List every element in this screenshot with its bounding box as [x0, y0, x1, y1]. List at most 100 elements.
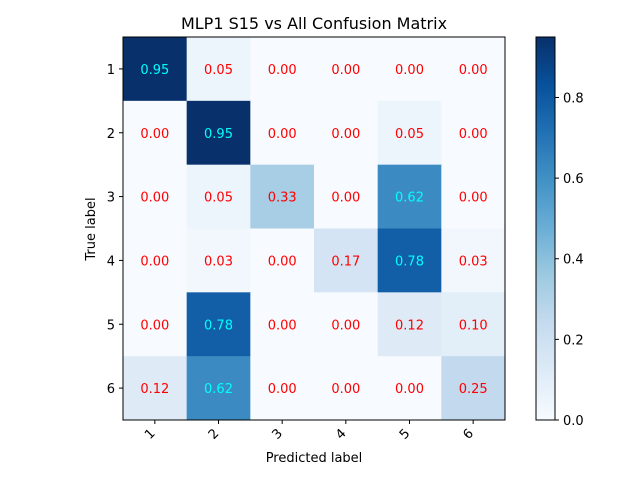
cell-annotation: 0.00 — [395, 63, 424, 78]
cell-annotation: 0.95 — [140, 63, 169, 78]
cell-annotation: 0.00 — [268, 254, 297, 269]
y-tick-label: 4 — [107, 254, 115, 269]
heatmap-cell — [441, 292, 506, 357]
heatmap-cell — [314, 164, 379, 229]
cell-annotation: 0.00 — [459, 127, 488, 142]
cell-annotation: 0.00 — [268, 318, 297, 333]
heatmap-cell — [186, 228, 251, 293]
heatmap-cell — [441, 100, 506, 166]
heatmap-cell — [123, 100, 188, 166]
cell-annotation: 0.62 — [395, 191, 424, 206]
y-tick-label: 5 — [107, 318, 115, 333]
cell-annotation: 0.00 — [140, 191, 169, 206]
heatmap-cell — [314, 292, 379, 357]
heatmap-cell — [250, 164, 315, 229]
cell-annotation: 0.00 — [459, 63, 488, 78]
colorbar-frame — [535, 36, 556, 421]
heatmap-cell — [377, 356, 442, 421]
y-axis-ticks: 1 2 3 4 5 6 — [107, 63, 123, 397]
x-tick-label: 5 — [397, 426, 413, 442]
cell-annotation: 0.00 — [268, 127, 297, 142]
cell-annotation: 0.03 — [459, 254, 488, 269]
cell-annotation: 0.00 — [331, 63, 360, 78]
cell-annotation: 0.25 — [459, 382, 488, 397]
plot-frame — [122, 36, 506, 421]
heatmap-cell — [441, 37, 506, 102]
cell-annotation: 0.00 — [140, 127, 169, 142]
colorbar-tick-label: 0.0 — [563, 414, 584, 429]
heatmap-cell — [377, 164, 442, 229]
heatmap-cell — [377, 100, 442, 166]
y-tick-label: 2 — [107, 127, 115, 142]
cell-annotation: 0.62 — [204, 382, 233, 397]
cell-annotation: 0.78 — [395, 254, 424, 269]
y-tick-label: 6 — [107, 382, 115, 397]
heatmap-cell — [250, 292, 315, 357]
cell-annotation: 0.33 — [268, 191, 297, 206]
heatmap-cell — [186, 37, 251, 102]
heatmap-cell — [314, 356, 379, 421]
heatmap-cell — [250, 228, 315, 293]
cell-annotation: 0.00 — [268, 63, 297, 78]
y-tick-label: 1 — [107, 63, 115, 78]
cell-annotation: 0.12 — [140, 382, 169, 397]
heatmap-cell — [123, 37, 188, 102]
heatmap-cell — [250, 100, 315, 166]
x-tick-label: 6 — [460, 426, 476, 442]
heatmap-cell — [314, 100, 379, 166]
heatmap-cell — [314, 37, 379, 102]
cell-annotation: 0.05 — [204, 63, 233, 78]
cell-annotation: 0.00 — [395, 382, 424, 397]
heatmap-cell — [377, 37, 442, 102]
heatmap-cell — [377, 228, 442, 293]
cell-annotation: 0.05 — [395, 127, 424, 142]
heatmap-cell — [186, 164, 251, 229]
heatmap-cell — [250, 356, 315, 421]
heatmap-cell — [377, 292, 442, 357]
heatmap-cell — [123, 356, 188, 421]
cell-annotation: 0.00 — [140, 254, 169, 269]
x-tick-label: 2 — [206, 426, 222, 442]
cell-annotation: 0.00 — [331, 318, 360, 333]
x-axis-label: Predicted label — [266, 451, 363, 466]
heatmap-cell — [123, 292, 188, 357]
cell-annotation: 0.17 — [331, 254, 360, 269]
x-tick-label: 3 — [269, 426, 285, 442]
heatmap-cell — [186, 292, 251, 357]
x-tick-label: 4 — [333, 426, 349, 442]
heatmap-cell — [186, 356, 251, 421]
cell-annotation: 0.00 — [459, 191, 488, 206]
heatmap-cell — [123, 164, 188, 229]
cell-annotation: 0.78 — [204, 318, 233, 333]
colorbar-tick-label: 0.4 — [563, 253, 584, 268]
heatmap-cell — [314, 228, 379, 293]
y-tick-label: 3 — [107, 191, 115, 206]
cell-annotation: 0.10 — [459, 318, 488, 333]
x-tick-label: 1 — [142, 426, 158, 442]
colorbar — [536, 37, 555, 420]
x-axis-ticks: 1 2 3 4 5 6 — [142, 420, 477, 443]
cell-annotation: 0.00 — [140, 318, 169, 333]
cell-annotation: 0.12 — [395, 318, 424, 333]
cell-annotation: 0.00 — [331, 127, 360, 142]
cell-annotations: 0.95 0.05 0.00 0.00 0.00 0.00 0.00 0.95 0.00 0.00… — [140, 63, 487, 397]
heatmap-cell — [186, 100, 251, 166]
cell-annotation: 0.05 — [204, 191, 233, 206]
y-axis-label: True label — [84, 197, 99, 261]
cell-annotation: 0.95 — [204, 127, 233, 142]
cell-annotation: 0.00 — [331, 382, 360, 397]
cell-annotation: 0.03 — [204, 254, 233, 269]
heatmap-cell — [123, 228, 188, 293]
chart-title: MLP1 S15 vs All Confusion Matrix — [181, 14, 447, 33]
colorbar-tick-label: 0.8 — [563, 91, 584, 106]
heatmap-cells — [123, 37, 506, 421]
heatmap-cell — [250, 37, 315, 102]
colorbar-tick-label: 0.2 — [563, 333, 584, 348]
cell-annotation: 0.00 — [331, 191, 360, 206]
heatmap-cell — [441, 356, 506, 421]
cell-annotation: 0.00 — [268, 382, 297, 397]
heatmap-cell — [441, 228, 506, 293]
colorbar-ticks: 0.0 0.2 0.4 0.6 0.8 — [555, 91, 584, 429]
heatmap-cell — [441, 164, 506, 229]
